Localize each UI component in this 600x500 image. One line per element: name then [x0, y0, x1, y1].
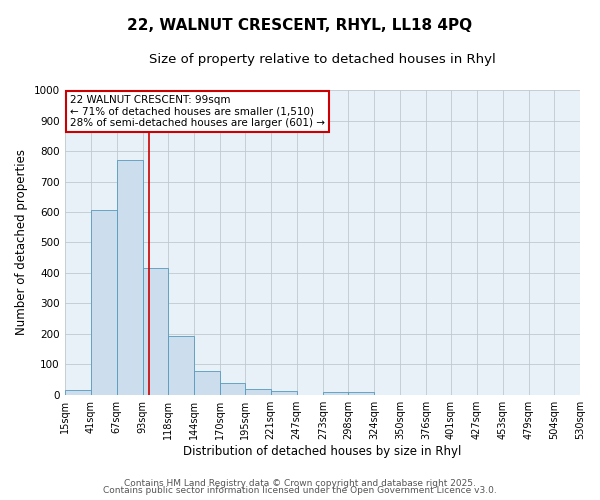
X-axis label: Distribution of detached houses by size in Rhyl: Distribution of detached houses by size … [183, 444, 461, 458]
Bar [143, 268, 167, 394]
Text: 22, WALNUT CRESCENT, RHYL, LL18 4PQ: 22, WALNUT CRESCENT, RHYL, LL18 4PQ [127, 18, 473, 32]
Bar [167, 336, 194, 394]
Title: Size of property relative to detached houses in Rhyl: Size of property relative to detached ho… [149, 52, 496, 66]
Y-axis label: Number of detached properties: Number of detached properties [15, 150, 28, 336]
Bar [194, 372, 220, 394]
Text: Contains public sector information licensed under the Open Government Licence v3: Contains public sector information licen… [103, 486, 497, 495]
Bar [220, 384, 245, 394]
Bar [271, 391, 297, 394]
Bar [65, 390, 91, 394]
Bar [116, 160, 143, 394]
Text: Contains HM Land Registry data © Crown copyright and database right 2025.: Contains HM Land Registry data © Crown c… [124, 478, 476, 488]
Bar [348, 392, 374, 394]
Text: 22 WALNUT CRESCENT: 99sqm
← 71% of detached houses are smaller (1,510)
28% of se: 22 WALNUT CRESCENT: 99sqm ← 71% of detac… [70, 95, 325, 128]
Bar [245, 389, 271, 394]
Bar [323, 392, 348, 394]
Bar [91, 210, 116, 394]
